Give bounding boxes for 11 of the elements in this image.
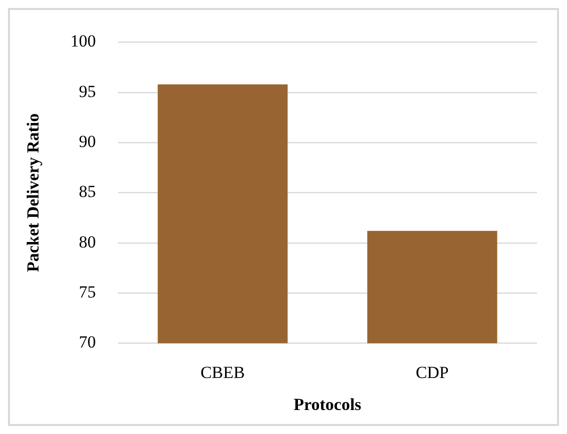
y-tick-label: 100	[70, 32, 96, 51]
y-tick-label: 95	[78, 82, 96, 101]
x-tick-label: CDP	[416, 362, 449, 382]
y-tick-label: 85	[78, 182, 96, 202]
x-axis-title: Protocols	[294, 395, 362, 414]
y-tick-label: 70	[78, 332, 96, 352]
y-tick-label: 80	[78, 232, 96, 252]
y-axis-title: Packet Delivery Ratio	[24, 113, 43, 272]
y-tick-label: 90	[78, 132, 96, 151]
x-tick-label: CBEB	[200, 362, 245, 382]
y-tick-label: 75	[78, 282, 96, 302]
